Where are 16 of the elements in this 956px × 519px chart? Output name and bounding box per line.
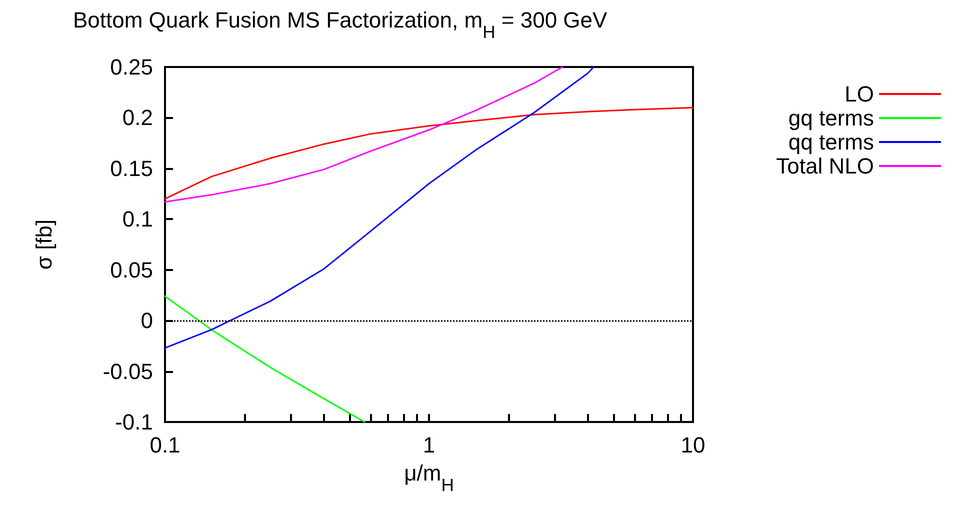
x-tick-label: 1 (422, 432, 436, 458)
y-axis-title: σ [fb] (32, 219, 56, 270)
x-tick-label: 10 (680, 432, 706, 458)
y-tick-label: 0 (140, 308, 153, 334)
legend-label: Total NLO (776, 154, 874, 178)
y-tick-label: -0.1 (115, 410, 153, 434)
x-tick-label: 0.1 (150, 432, 180, 458)
y-tick-label: 0.05 (110, 257, 153, 282)
y-tick-label: 0.15 (110, 156, 153, 181)
y-tick-label: 0.2 (122, 105, 153, 130)
legend-label: LO (844, 82, 874, 106)
legend-label: gq terms (788, 106, 874, 130)
y-tick-label: 0.25 (110, 54, 153, 80)
y-tick-label: 0.1 (122, 206, 153, 232)
legend-label: qq terms (788, 130, 874, 154)
y-tick-label: -0.05 (102, 358, 153, 384)
